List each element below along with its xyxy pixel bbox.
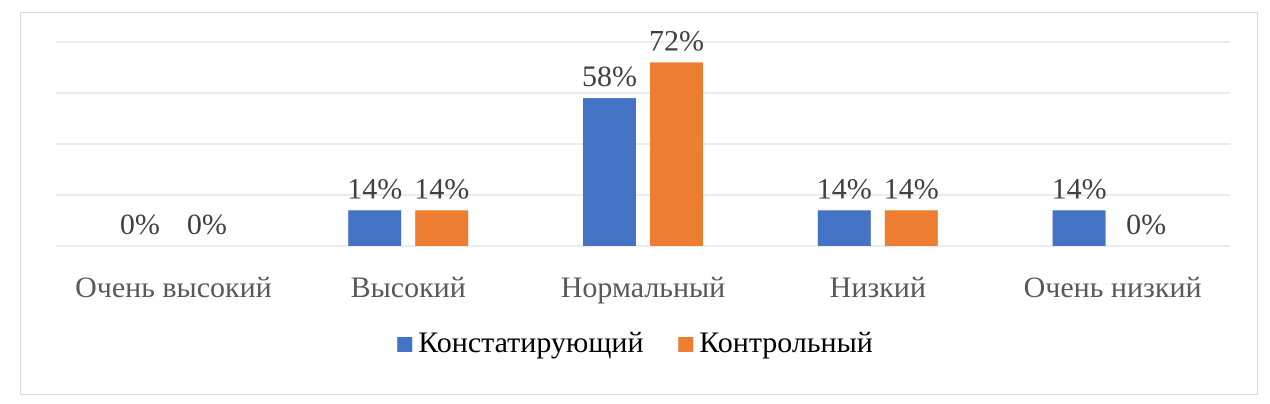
data-label: 14% bbox=[1052, 172, 1107, 205]
data-label: 58% bbox=[582, 60, 637, 93]
x-tick-label: Очень низкий bbox=[1024, 271, 1202, 304]
data-label: 0% bbox=[1126, 208, 1166, 241]
bar bbox=[348, 210, 402, 246]
data-label: 14% bbox=[884, 172, 939, 205]
bar bbox=[650, 62, 703, 247]
data-label: 0% bbox=[187, 208, 227, 241]
x-tick-label: Низкий bbox=[830, 271, 926, 304]
bar bbox=[817, 210, 871, 246]
legend-label: Контрольный bbox=[699, 326, 873, 359]
bar bbox=[884, 210, 938, 246]
chart-frame bbox=[20, 12, 1258, 395]
bar bbox=[415, 210, 469, 246]
data-label: 0% bbox=[120, 208, 160, 241]
x-tick-label: Очень высокий bbox=[75, 271, 272, 304]
legend-swatch bbox=[678, 337, 694, 352]
bar bbox=[1052, 210, 1106, 246]
bar bbox=[583, 98, 636, 246]
legend-label: Констатирующий bbox=[418, 326, 643, 359]
data-label: 72% bbox=[649, 24, 704, 57]
x-tick-label: Высокий bbox=[351, 271, 466, 304]
legend-swatch bbox=[397, 337, 413, 352]
x-tick-label: Нормальный bbox=[561, 271, 726, 304]
data-label: 14% bbox=[414, 172, 469, 205]
data-label: 14% bbox=[817, 172, 872, 205]
data-label: 14% bbox=[347, 172, 402, 205]
